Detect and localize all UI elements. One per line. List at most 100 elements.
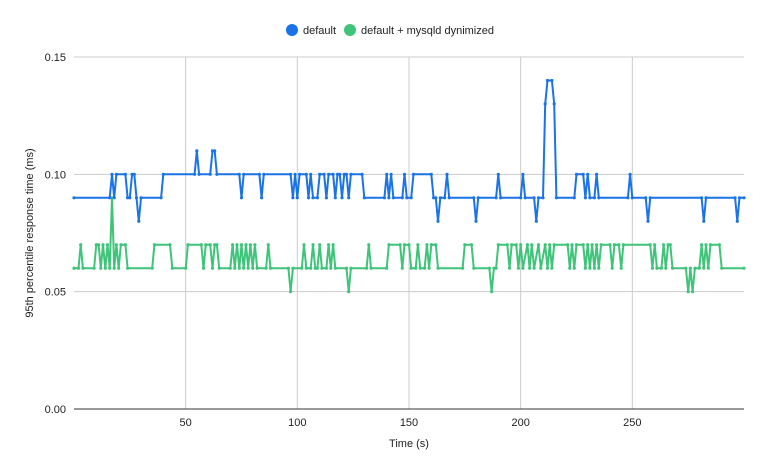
data-point-default xyxy=(411,172,416,176)
series-layer xyxy=(72,78,746,294)
data-point-default-mysqld-dynimized xyxy=(720,266,724,270)
data-point-default-mysqld-dynimized xyxy=(239,243,244,247)
data-point-default-mysqld-dynimized xyxy=(552,243,556,247)
data-point-default xyxy=(293,172,297,176)
data-point-default-mysqld-dynimized xyxy=(436,266,440,270)
data-point-default-mysqld-dynimized xyxy=(648,243,652,247)
data-point-default-mysqld-dynimized xyxy=(244,243,248,247)
legend-label-dynimized[interactable]: default + mysqld dynimized xyxy=(361,25,494,37)
data-point-default xyxy=(324,196,328,200)
data-point-default-mysqld-dynimized xyxy=(545,266,550,270)
y-tick-labels: 0.00 0.05 0.10 0.15 xyxy=(45,52,66,416)
data-point-default-mysqld-dynimized xyxy=(472,266,476,270)
data-point-default-mysqld-dynimized xyxy=(583,266,588,270)
data-point-default-mysqld-dynimized xyxy=(691,290,695,294)
data-point-default-mysqld-dynimized xyxy=(231,243,235,247)
data-point-default xyxy=(447,196,451,200)
data-point-default xyxy=(409,196,413,200)
data-point-default xyxy=(360,172,364,176)
data-point-default-mysqld-dynimized xyxy=(570,243,574,247)
data-point-default-mysqld-dynimized xyxy=(530,243,534,247)
data-point-default xyxy=(322,172,326,176)
data-point-default xyxy=(108,196,112,200)
data-point-default-mysqld-dynimized xyxy=(289,290,293,294)
data-point-default xyxy=(195,149,199,153)
data-point-default-mysqld-dynimized xyxy=(595,243,599,247)
data-point-default-mysqld-dynimized xyxy=(434,243,438,247)
data-point-default-mysqld-dynimized xyxy=(612,243,617,247)
x-tick-label: 200 xyxy=(511,417,529,429)
data-point-default-mysqld-dynimized xyxy=(599,243,603,247)
data-point-default-mysqld-dynimized xyxy=(702,266,706,270)
data-point-default xyxy=(210,149,215,153)
data-point-default-mysqld-dynimized xyxy=(72,266,76,270)
data-point-default xyxy=(132,172,136,176)
data-point-default xyxy=(331,172,335,176)
data-point-default-mysqld-dynimized xyxy=(201,266,206,270)
data-point-default xyxy=(534,219,538,223)
data-point-default xyxy=(114,172,118,176)
data-point-default-mysqld-dynimized xyxy=(536,243,541,247)
data-point-default-mysqld-dynimized xyxy=(693,266,697,270)
legend-label-default[interactable]: default xyxy=(303,25,336,37)
data-point-default xyxy=(405,196,409,200)
data-point-default-mysqld-dynimized xyxy=(655,266,659,270)
data-point-default xyxy=(702,219,706,223)
data-point-default xyxy=(340,196,344,200)
data-point-default xyxy=(327,172,331,176)
data-point-default-mysqld-dynimized xyxy=(112,266,116,270)
data-point-default-mysqld-dynimized xyxy=(97,243,101,247)
data-point-default-mysqld-dynimized xyxy=(152,243,156,247)
data-point-default-mysqld-dynimized xyxy=(105,243,110,247)
data-point-default-mysqld-dynimized xyxy=(110,196,114,200)
data-point-default xyxy=(262,172,266,176)
data-point-default-mysqld-dynimized xyxy=(318,243,322,247)
data-point-default-mysqld-dynimized xyxy=(588,266,592,270)
data-point-default xyxy=(128,196,132,200)
data-point-default-mysqld-dynimized xyxy=(329,266,333,270)
data-point-default-mysqld-dynimized xyxy=(313,266,317,270)
data-point-default xyxy=(389,172,393,176)
data-point-default xyxy=(315,196,319,200)
data-point-default-mysqld-dynimized xyxy=(650,266,655,270)
data-point-default xyxy=(735,219,739,223)
data-point-default xyxy=(476,196,480,200)
data-point-default-mysqld-dynimized xyxy=(516,266,521,270)
data-point-default xyxy=(438,196,442,200)
data-point-default-mysqld-dynimized xyxy=(199,243,203,247)
data-point-default xyxy=(260,196,264,200)
data-point-default xyxy=(519,196,523,200)
data-point-default-mysqld-dynimized xyxy=(235,243,239,247)
data-point-default-mysqld-dynimized xyxy=(409,266,413,270)
data-point-default-mysqld-dynimized xyxy=(742,266,746,270)
data-point-default-mysqld-dynimized xyxy=(427,266,431,270)
data-point-default-mysqld-dynimized xyxy=(461,266,465,270)
y-tick-label: 0.15 xyxy=(45,52,66,64)
data-point-default xyxy=(588,196,592,200)
data-point-default-mysqld-dynimized xyxy=(423,266,427,270)
data-point-default-mysqld-dynimized xyxy=(666,243,670,247)
data-point-default xyxy=(239,196,244,200)
x-tick-label: 50 xyxy=(180,417,192,429)
data-point-default-mysqld-dynimized xyxy=(496,243,500,247)
data-point-default xyxy=(572,196,576,200)
data-point-default xyxy=(161,172,165,176)
data-point-default xyxy=(112,196,116,200)
data-point-default-mysqld-dynimized xyxy=(264,266,268,270)
data-point-default xyxy=(626,196,630,200)
data-point-default xyxy=(344,172,349,176)
data-point-default xyxy=(126,196,130,200)
data-point-default-mysqld-dynimized xyxy=(581,243,585,247)
data-point-default xyxy=(391,196,395,200)
data-point-default-mysqld-dynimized xyxy=(349,266,353,270)
data-point-default-mysqld-dynimized xyxy=(568,266,572,270)
data-point-default-mysqld-dynimized xyxy=(311,243,315,247)
data-point-default-mysqld-dynimized xyxy=(208,243,212,247)
data-point-default xyxy=(139,196,143,200)
data-point-default-mysqld-dynimized xyxy=(505,243,509,247)
data-point-default xyxy=(335,172,340,176)
data-point-default-mysqld-dynimized xyxy=(670,266,675,270)
data-point-default xyxy=(402,172,407,176)
data-point-default-mysqld-dynimized xyxy=(248,243,252,247)
